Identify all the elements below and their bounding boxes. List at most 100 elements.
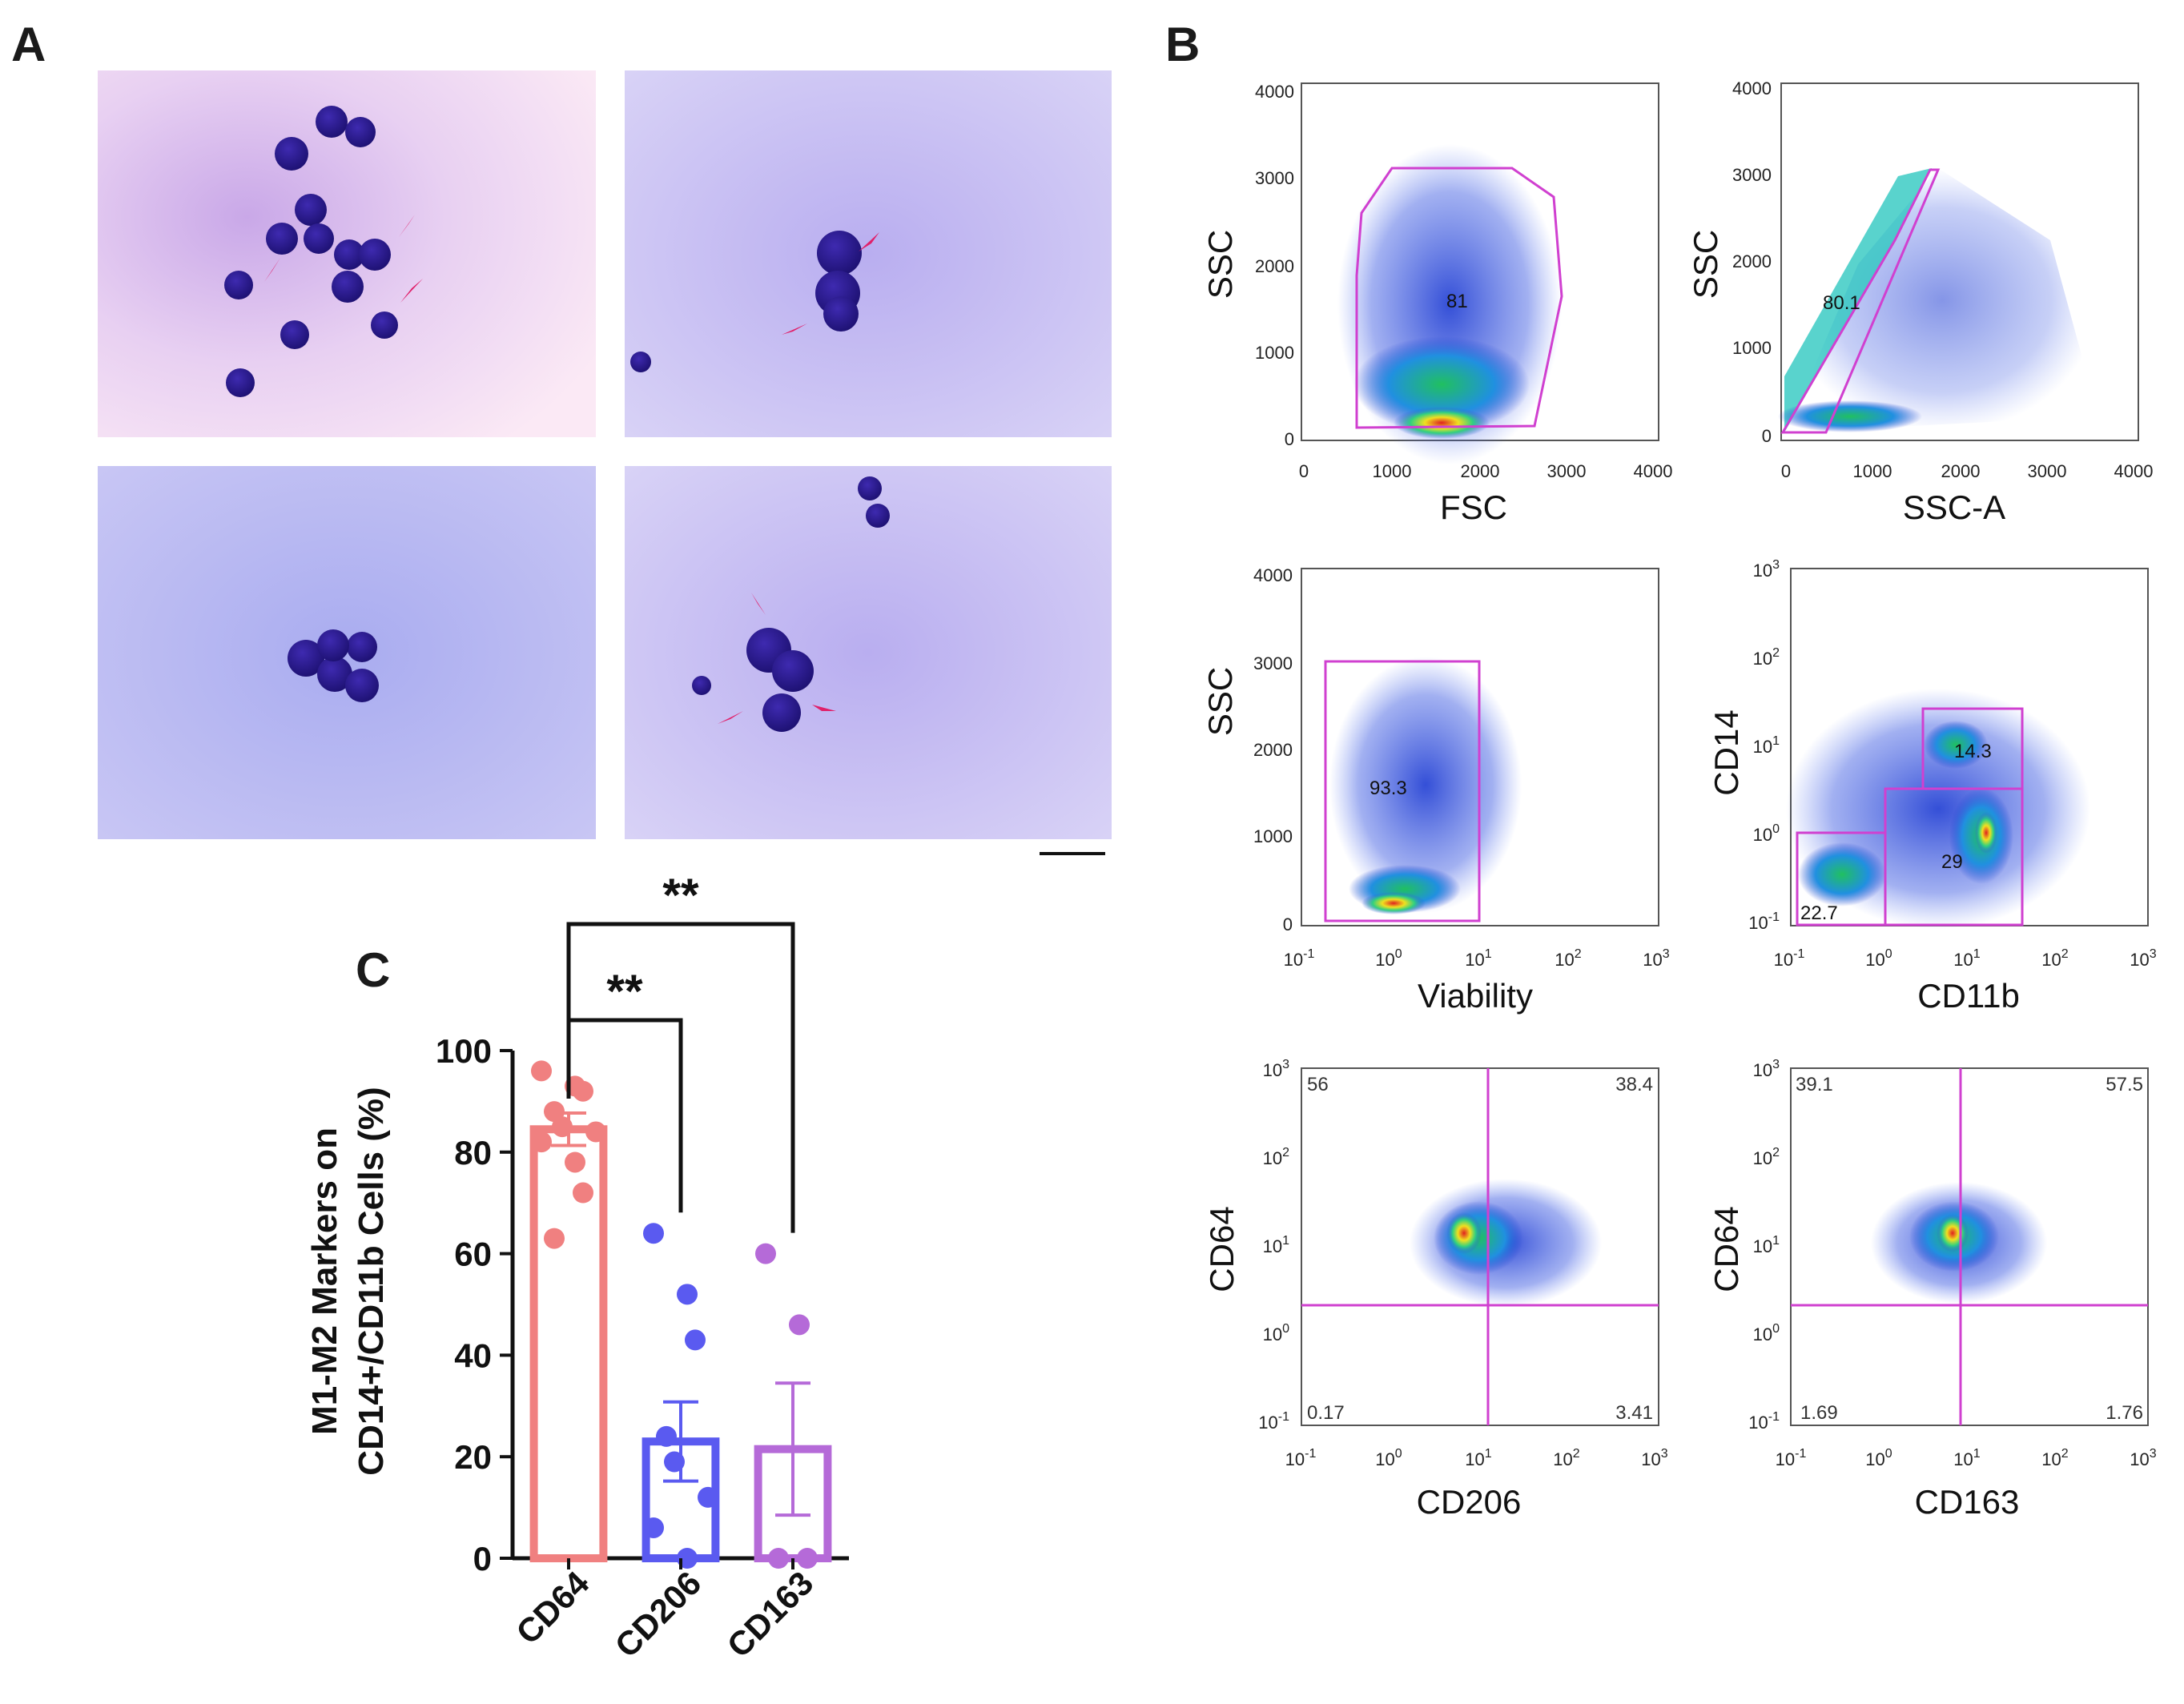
gate-value-p4-neg: 22.7 bbox=[1800, 902, 1838, 924]
svg-text:103: 103 bbox=[1641, 1447, 1667, 1469]
svg-text:3000: 3000 bbox=[1547, 461, 1587, 481]
quad-p6-ur: 57.5 bbox=[2106, 1074, 2143, 1095]
p6-xlabel: CD163 bbox=[1915, 1483, 2020, 1521]
p6-xticks: 10-1 100 101 102 103 bbox=[1776, 1447, 2157, 1469]
data-point bbox=[677, 1284, 698, 1305]
p3-ylabel: SSC bbox=[1201, 667, 1239, 736]
svg-text:101: 101 bbox=[1465, 1447, 1491, 1469]
svg-text:0: 0 bbox=[1283, 914, 1293, 934]
svg-text:1000: 1000 bbox=[1732, 338, 1772, 358]
data-point bbox=[643, 1223, 664, 1244]
svg-text:103: 103 bbox=[1643, 947, 1669, 970]
p2-ylabel: SSC bbox=[1687, 230, 1724, 299]
svg-text:3000: 3000 bbox=[2028, 461, 2067, 481]
data-point bbox=[685, 1329, 706, 1351]
significance-label: ** bbox=[662, 870, 699, 922]
p4-yticks: 103 102 101 100 10-1 bbox=[1748, 558, 1780, 933]
p5-ylabel: CD64 bbox=[1203, 1206, 1241, 1292]
svg-text:100: 100 bbox=[1753, 822, 1780, 845]
svg-text:10-1: 10-1 bbox=[1748, 910, 1780, 933]
p3-yticks: 4000 3000 2000 1000 0 bbox=[1253, 565, 1293, 934]
svg-text:0: 0 bbox=[1299, 461, 1309, 481]
svg-text:10-1: 10-1 bbox=[1774, 947, 1805, 970]
quad-p5-ur: 38.4 bbox=[1615, 1074, 1653, 1095]
gate-value-p1: 81 bbox=[1446, 291, 1468, 312]
quad-p6-ul: 39.1 bbox=[1796, 1074, 1833, 1095]
svg-text:100: 100 bbox=[1375, 1447, 1402, 1469]
quad-p5-ll: 0.17 bbox=[1307, 1402, 1345, 1424]
svg-text:10-1: 10-1 bbox=[1776, 1447, 1807, 1469]
y-tick-label: 0 bbox=[473, 1540, 492, 1577]
data-point bbox=[531, 1060, 552, 1082]
x-tick-label: CD64 bbox=[509, 1564, 597, 1652]
data-point bbox=[768, 1548, 789, 1569]
svg-text:102: 102 bbox=[2041, 947, 2068, 970]
svg-text:2000: 2000 bbox=[1732, 251, 1772, 271]
micrograph-1 bbox=[98, 70, 596, 437]
p2-xticks: 0 1000 2000 3000 4000 bbox=[1781, 461, 2154, 481]
flow-plot-cd163-cd64: 39.1 57.5 1.69 1.76 103 102 101 100 10-1… bbox=[1707, 1058, 2157, 1521]
svg-text:102: 102 bbox=[1753, 646, 1780, 669]
svg-text:10-1: 10-1 bbox=[1258, 1410, 1289, 1433]
micrograph-4 bbox=[625, 466, 1112, 855]
micrograph-2 bbox=[625, 70, 1112, 437]
y-tick-label: 20 bbox=[454, 1438, 492, 1476]
svg-text:103: 103 bbox=[1263, 1058, 1289, 1080]
x-tick-label: CD206 bbox=[608, 1564, 709, 1665]
data-point bbox=[755, 1243, 776, 1264]
svg-text:2000: 2000 bbox=[1253, 740, 1293, 760]
svg-text:100: 100 bbox=[1865, 947, 1892, 970]
data-point bbox=[544, 1228, 565, 1249]
svg-text:0: 0 bbox=[1781, 461, 1791, 481]
y-tick-label: 40 bbox=[454, 1336, 492, 1374]
svg-text:0: 0 bbox=[1285, 429, 1294, 449]
quad-p6-lr: 1.76 bbox=[2106, 1402, 2143, 1424]
svg-text:4000: 4000 bbox=[1253, 565, 1293, 585]
svg-text:3000: 3000 bbox=[1253, 653, 1293, 673]
p1-yticks: 4000 3000 2000 1000 0 bbox=[1255, 82, 1294, 449]
p3-xticks: 10-1 100 101 102 103 bbox=[1284, 947, 1670, 970]
p1-xlabel: FSC bbox=[1440, 488, 1507, 526]
p4-xticks: 10-1 100 101 102 103 bbox=[1774, 947, 2157, 970]
flow-plot-fsc-ssc: 81 4000 3000 2000 1000 0 0 1000 2000 300… bbox=[1201, 82, 1672, 526]
p1-ylabel: SSC bbox=[1201, 230, 1239, 299]
svg-text:101: 101 bbox=[1263, 1234, 1289, 1256]
data-point bbox=[656, 1425, 677, 1447]
svg-text:2000: 2000 bbox=[1461, 461, 1500, 481]
svg-text:101: 101 bbox=[1753, 1234, 1780, 1256]
panel-letter-b: B bbox=[1165, 18, 1200, 71]
flow-plot-viability-ssc: 93.3 4000 3000 2000 1000 0 10-1 100 101 … bbox=[1201, 565, 1670, 1015]
svg-text:103: 103 bbox=[1753, 558, 1780, 581]
significance-label: ** bbox=[606, 966, 643, 1018]
svg-text:10-1: 10-1 bbox=[1284, 947, 1315, 970]
svg-text:4000: 4000 bbox=[1255, 82, 1294, 102]
svg-text:102: 102 bbox=[2041, 1447, 2068, 1469]
svg-text:102: 102 bbox=[1555, 947, 1581, 970]
p4-xlabel: CD11b bbox=[1917, 977, 2020, 1015]
svg-text:100: 100 bbox=[1375, 947, 1402, 970]
data-point bbox=[552, 1116, 573, 1138]
svg-text:101: 101 bbox=[1953, 1447, 1980, 1469]
significance-bracket bbox=[566, 922, 795, 1233]
svg-text:100: 100 bbox=[1753, 1322, 1780, 1344]
p2-xlabel: SSC-A bbox=[1903, 488, 2005, 526]
data-point bbox=[585, 1121, 606, 1143]
flow-plot-cd206-cd64: 56 38.4 0.17 3.41 103 102 101 100 10-1 1… bbox=[1203, 1058, 1668, 1521]
svg-text:4000: 4000 bbox=[1732, 78, 1772, 98]
p4-ylabel: CD14 bbox=[1707, 709, 1745, 795]
svg-text:4000: 4000 bbox=[1634, 461, 1673, 481]
quad-p6-ll: 1.69 bbox=[1800, 1402, 1838, 1424]
data-point bbox=[789, 1314, 810, 1336]
y-tick-label: 80 bbox=[454, 1134, 492, 1172]
p6-ylabel: CD64 bbox=[1707, 1206, 1745, 1292]
svg-text:10-1: 10-1 bbox=[1748, 1410, 1780, 1433]
svg-text:100: 100 bbox=[1865, 1447, 1892, 1469]
data-point bbox=[643, 1517, 664, 1538]
p5-yticks: 103 102 101 100 10-1 bbox=[1258, 1058, 1289, 1433]
data-point bbox=[573, 1080, 593, 1102]
svg-text:100: 100 bbox=[1263, 1322, 1289, 1344]
svg-text:103: 103 bbox=[1753, 1058, 1780, 1080]
micrograph-3 bbox=[98, 466, 596, 839]
p5-xticks: 10-1 100 101 102 103 bbox=[1285, 1447, 1668, 1469]
gate-value-p4-cd11b: 29 bbox=[1941, 851, 1963, 873]
